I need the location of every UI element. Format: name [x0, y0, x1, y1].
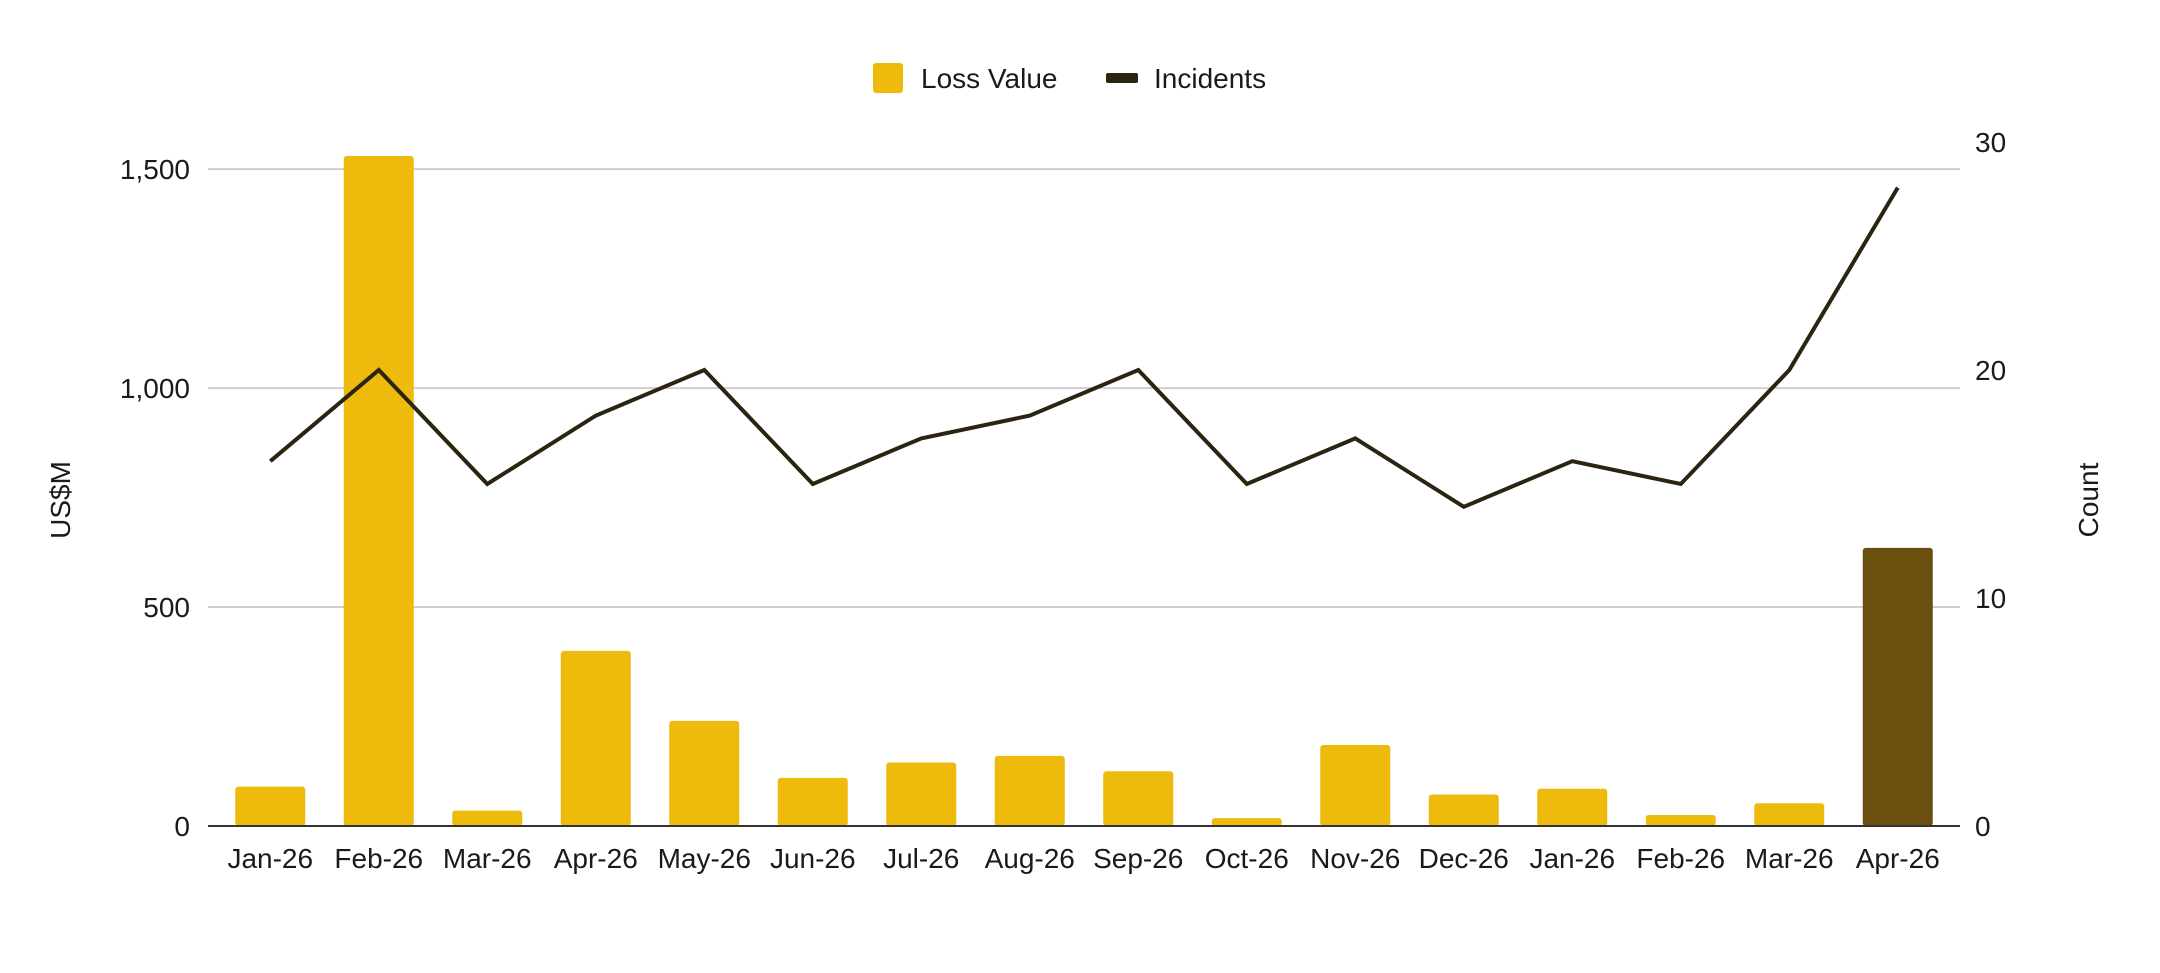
bar	[1320, 744, 1391, 826]
y2-tick-label: 20	[1975, 355, 2006, 386]
y2-axis-title: Count	[2073, 462, 2104, 537]
incidents-line	[269, 186, 1900, 510]
incidents-line-layer	[269, 186, 1900, 510]
x-tick-label: Apr-26	[554, 843, 638, 874]
gridlines	[208, 168, 1960, 609]
x-tick-label: Feb-26	[1636, 843, 1725, 874]
x-tick-label: Jun-26	[770, 843, 856, 874]
legend-swatch-incidents	[1106, 73, 1138, 83]
x-tick-label: Jan-26	[1529, 843, 1615, 874]
y-tick-label: 500	[143, 592, 190, 623]
x-tick-label: Jan-26	[227, 843, 313, 874]
x-tick-label: Jul-26	[883, 843, 959, 874]
y-tick-label: 1,500	[120, 154, 190, 185]
x-tick-label: Feb-26	[334, 843, 423, 874]
bar	[235, 786, 306, 826]
legend-label-loss-value: Loss Value	[921, 63, 1057, 94]
bar	[1754, 803, 1825, 826]
bar	[886, 762, 957, 826]
x-tick-label: May-26	[658, 843, 751, 874]
x-tick-label: Oct-26	[1205, 843, 1289, 874]
y2-tick-label: 30	[1975, 127, 2006, 158]
bar	[560, 650, 631, 826]
bar	[1428, 794, 1499, 826]
legend-swatch-loss-value	[873, 63, 903, 93]
bar	[452, 810, 523, 826]
bar	[1211, 818, 1282, 826]
bar	[994, 755, 1065, 826]
x-tick-label: Nov-26	[1310, 843, 1400, 874]
x-tick-label: Mar-26	[1745, 843, 1834, 874]
y2-tick-label: 0	[1975, 811, 1991, 842]
x-tick-label: Aug-26	[985, 843, 1075, 874]
y-tick-label: 1,000	[120, 373, 190, 404]
y2-tick-label: 10	[1975, 583, 2006, 614]
legend: Loss Value Incidents	[873, 63, 1266, 94]
y-tick-label: 0	[174, 811, 190, 842]
axes: 0 500 1,000 1,500 0 10 20 30 Jan-26 Feb-26 Mar-26 A…	[120, 127, 2006, 874]
bar	[669, 720, 740, 826]
x-tick-label: Apr-26	[1856, 843, 1940, 874]
bar	[1103, 771, 1174, 826]
bar	[777, 777, 848, 826]
x-tick-label: Dec-26	[1419, 843, 1509, 874]
legend-label-incidents: Incidents	[1154, 63, 1266, 94]
bar	[1537, 788, 1608, 826]
y-axis-title: US$M	[45, 461, 76, 539]
bars	[235, 156, 1933, 826]
bar	[1645, 815, 1716, 826]
x-tick-label: Sep-26	[1093, 843, 1183, 874]
bar	[1862, 547, 1933, 826]
x-tick-label: Mar-26	[443, 843, 532, 874]
bar	[343, 156, 414, 826]
